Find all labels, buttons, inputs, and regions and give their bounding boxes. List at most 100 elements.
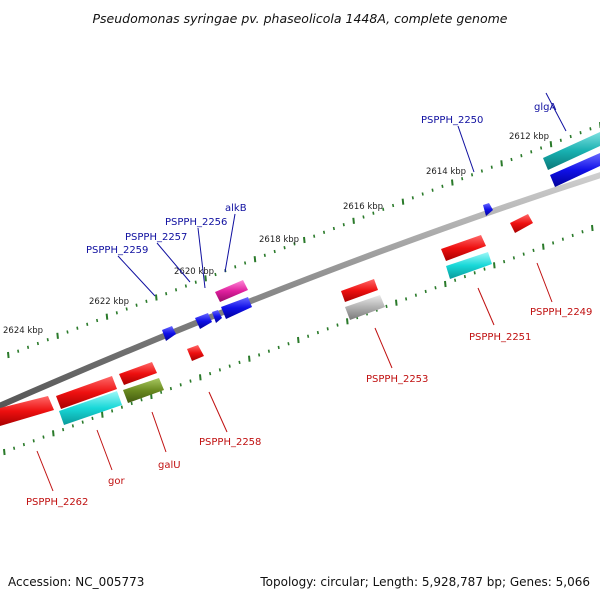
outer-tick-10: [105, 313, 109, 320]
inner-tick-3: [32, 439, 35, 443]
outer-tick-20: [204, 275, 207, 282]
outer-tick-14: [145, 299, 148, 303]
label-PSPPH_2259[interactable]: PSPPH_2259: [86, 245, 148, 256]
outer-tick-55: [549, 141, 553, 148]
label-PSPPH_2251[interactable]: PSPPH_2251: [469, 332, 531, 343]
gene-red-long[interactable]: [56, 376, 117, 409]
outer-tick-42: [421, 192, 424, 196]
outer-tick-37: [372, 211, 375, 215]
outer-tick-28: [283, 246, 286, 250]
label-glgA[interactable]: glgA: [534, 102, 556, 113]
gene-red-left-top[interactable]: [119, 362, 157, 385]
outer-tick-54: [540, 146, 543, 150]
outer-tick-35: [352, 217, 355, 224]
outer-tick-23: [234, 265, 237, 269]
outer-tick-25: [253, 256, 257, 263]
gene-red-mid[interactable]: [341, 279, 378, 302]
label-PSPPH_2258[interactable]: PSPPH_2258: [199, 437, 261, 448]
outer-tick-36: [362, 215, 365, 219]
outer-tick-8: [86, 322, 89, 326]
inner-tick-18: [179, 383, 182, 387]
outer-tick-44: [441, 184, 444, 188]
outer-tick-56: [559, 138, 562, 142]
label-PSPPH_2257[interactable]: PSPPH_2257: [125, 232, 187, 243]
outer-tick-41: [411, 196, 414, 200]
outer-tick-2: [26, 345, 30, 349]
inner-tick-59: [581, 230, 584, 234]
outer-tick-47: [470, 173, 474, 177]
label-alkB[interactable]: alkB: [225, 203, 247, 214]
gene-alkB[interactable]: [215, 280, 248, 302]
gene-blue-big[interactable]: [550, 153, 600, 187]
inner-tick-32: [316, 330, 319, 335]
outer-tick-11: [115, 311, 118, 315]
inner-tick-40: [395, 299, 398, 306]
gene-PSPPH_2258[interactable]: [187, 345, 204, 361]
outer-tick-52: [520, 154, 523, 158]
inner-tick-13: [130, 401, 133, 406]
inner-tick-21: [209, 371, 212, 376]
map-title: Pseudomonas syringae pv. phaseolicola 14…: [92, 11, 507, 26]
inner-tick-20: [199, 374, 202, 381]
label-PSPPH_2249[interactable]: PSPPH_2249: [530, 307, 592, 318]
gene-PSPPH_2257[interactable]: [212, 310, 222, 323]
label-PSPPH_2262[interactable]: PSPPH_2262: [26, 497, 88, 508]
outer-tick-39: [392, 203, 395, 208]
label-galU[interactable]: galU: [158, 460, 181, 471]
accession-text: Accession: NC_005773: [8, 575, 144, 589]
inner-tick-26: [258, 353, 261, 357]
gene-blue-small[interactable]: [162, 326, 176, 341]
label-PSPPH_2250[interactable]: PSPPH_2250: [421, 115, 483, 126]
inner-tick-6: [62, 427, 65, 432]
inner-tick-57: [561, 237, 564, 241]
outer-tick-31: [313, 234, 316, 238]
outer-tick-27: [273, 249, 276, 254]
inner-tick-48: [473, 271, 476, 275]
gene-PSPPH_2250[interactable]: [483, 203, 493, 216]
gene-gor[interactable]: [59, 391, 122, 425]
inner-tick-56: [552, 241, 555, 245]
inner-tick-42: [414, 293, 417, 297]
inner-tick-4: [42, 435, 45, 439]
gene-PSPPH_2253[interactable]: [345, 295, 385, 320]
inner-tick-55: [542, 243, 545, 250]
inner-tick-28: [277, 345, 280, 350]
outer-tick-32: [322, 230, 326, 234]
inner-tick-7: [71, 424, 74, 428]
gene-PSPPH_2262[interactable]: [0, 396, 54, 426]
inner-tick-54: [532, 248, 535, 253]
outer-tick-53: [530, 150, 533, 154]
label-PSPPH_2256[interactable]: PSPPH_2256: [165, 217, 227, 228]
label-connectors: [36, 92, 567, 492]
inner-tick-17: [169, 386, 172, 391]
outer-tick-59: [589, 127, 592, 131]
outer-tick-49: [490, 165, 493, 169]
outer-tick-26: [263, 253, 266, 257]
outer-tick-33: [332, 226, 335, 231]
inner-tick-2: [22, 442, 25, 447]
inner-tick-58: [571, 233, 574, 238]
gene-galU[interactable]: [123, 378, 164, 403]
inner-tick-5: [52, 430, 55, 437]
outer-tick-40: [401, 198, 405, 205]
outer-tick-51: [510, 157, 513, 162]
outer-tick-21: [214, 272, 217, 277]
gene-glgA[interactable]: [543, 132, 600, 170]
gene-PSPPH_2259[interactable]: [195, 313, 212, 329]
outer-tick-50: [500, 160, 503, 167]
gene-PSPPH_2251[interactable]: [441, 235, 492, 279]
label-gor[interactable]: gor: [108, 476, 125, 487]
inner-tick-22: [218, 368, 221, 372]
outer-tick-17: [174, 288, 178, 292]
label-PSPPH_2253[interactable]: PSPPH_2253: [366, 374, 428, 385]
outer-tick-57: [569, 134, 572, 139]
outer-tick-45: [451, 179, 454, 186]
outer-tick-9: [96, 318, 99, 323]
inner-tick-52: [512, 256, 515, 260]
gene-PSPPH_2249[interactable]: [510, 214, 533, 233]
outer-tick-34: [342, 223, 345, 227]
outer-tick-12: [125, 307, 128, 311]
inner-tick-44: [434, 286, 437, 290]
gene-PSPPH_2256[interactable]: [221, 297, 252, 319]
